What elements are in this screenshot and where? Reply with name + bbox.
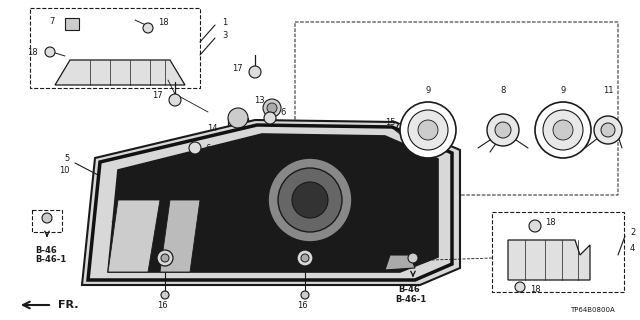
Text: 6: 6	[287, 253, 293, 262]
Text: 17: 17	[232, 63, 243, 73]
Text: TP64B0800A: TP64B0800A	[570, 307, 615, 313]
Bar	[398, 250, 428, 272]
Text: 8: 8	[500, 85, 506, 94]
Text: 13: 13	[254, 95, 265, 105]
Circle shape	[297, 250, 313, 266]
Circle shape	[408, 253, 418, 263]
Text: 7: 7	[50, 17, 55, 26]
Text: 5: 5	[65, 154, 70, 163]
Text: 17: 17	[152, 91, 163, 100]
Text: B-46-1: B-46-1	[35, 255, 67, 265]
Polygon shape	[82, 120, 460, 285]
Text: 1: 1	[222, 18, 227, 27]
Circle shape	[157, 250, 173, 266]
Text: 16: 16	[157, 300, 167, 309]
Circle shape	[263, 99, 281, 117]
Text: 18: 18	[545, 218, 556, 227]
Bar	[492, 212, 624, 292]
Circle shape	[169, 94, 181, 106]
Text: 18: 18	[28, 47, 38, 57]
Text: 18: 18	[530, 285, 541, 294]
Circle shape	[495, 122, 511, 138]
Circle shape	[543, 110, 583, 150]
Polygon shape	[385, 255, 415, 270]
Circle shape	[601, 123, 615, 137]
Circle shape	[228, 108, 248, 128]
Circle shape	[487, 114, 519, 146]
Circle shape	[161, 254, 169, 262]
Polygon shape	[55, 60, 185, 85]
Circle shape	[292, 182, 328, 218]
Polygon shape	[108, 134, 438, 272]
Polygon shape	[508, 240, 590, 280]
Bar	[65, 18, 79, 30]
Circle shape	[268, 158, 352, 242]
Circle shape	[267, 103, 277, 113]
Text: 6: 6	[148, 253, 153, 262]
Polygon shape	[160, 200, 200, 272]
Circle shape	[301, 254, 309, 262]
Text: B-46-1: B-46-1	[395, 295, 426, 305]
Circle shape	[515, 282, 525, 292]
Text: 14: 14	[207, 124, 218, 132]
Circle shape	[370, 148, 382, 160]
Circle shape	[143, 23, 153, 33]
Polygon shape	[108, 200, 160, 272]
Text: 2: 2	[630, 228, 636, 236]
Circle shape	[400, 102, 456, 158]
Circle shape	[535, 102, 591, 158]
Circle shape	[42, 213, 52, 223]
Text: 12: 12	[355, 143, 365, 153]
Text: 11: 11	[603, 85, 613, 94]
Circle shape	[45, 47, 55, 57]
Text: FR.: FR.	[58, 300, 79, 310]
Circle shape	[189, 142, 201, 154]
Circle shape	[529, 220, 541, 232]
Text: 16: 16	[297, 300, 307, 309]
Text: 6: 6	[205, 143, 211, 153]
Text: B-46: B-46	[398, 285, 420, 294]
Text: 6: 6	[280, 108, 285, 116]
Text: 9: 9	[426, 85, 431, 94]
Circle shape	[594, 116, 622, 144]
Circle shape	[397, 123, 407, 133]
Circle shape	[264, 112, 276, 124]
Circle shape	[418, 120, 438, 140]
Text: 15: 15	[385, 117, 396, 126]
Text: 18: 18	[158, 18, 168, 27]
Text: 3: 3	[222, 30, 227, 39]
Text: B-46: B-46	[35, 245, 57, 254]
Text: 9: 9	[561, 85, 566, 94]
Circle shape	[278, 168, 342, 232]
Circle shape	[249, 66, 261, 78]
Bar	[32, 210, 62, 232]
Polygon shape	[228, 118, 248, 135]
Circle shape	[301, 291, 309, 299]
Circle shape	[553, 120, 573, 140]
Text: 4: 4	[630, 244, 636, 252]
Bar	[30, 8, 200, 88]
Text: 10: 10	[60, 165, 70, 174]
Circle shape	[408, 110, 448, 150]
Circle shape	[161, 291, 169, 299]
